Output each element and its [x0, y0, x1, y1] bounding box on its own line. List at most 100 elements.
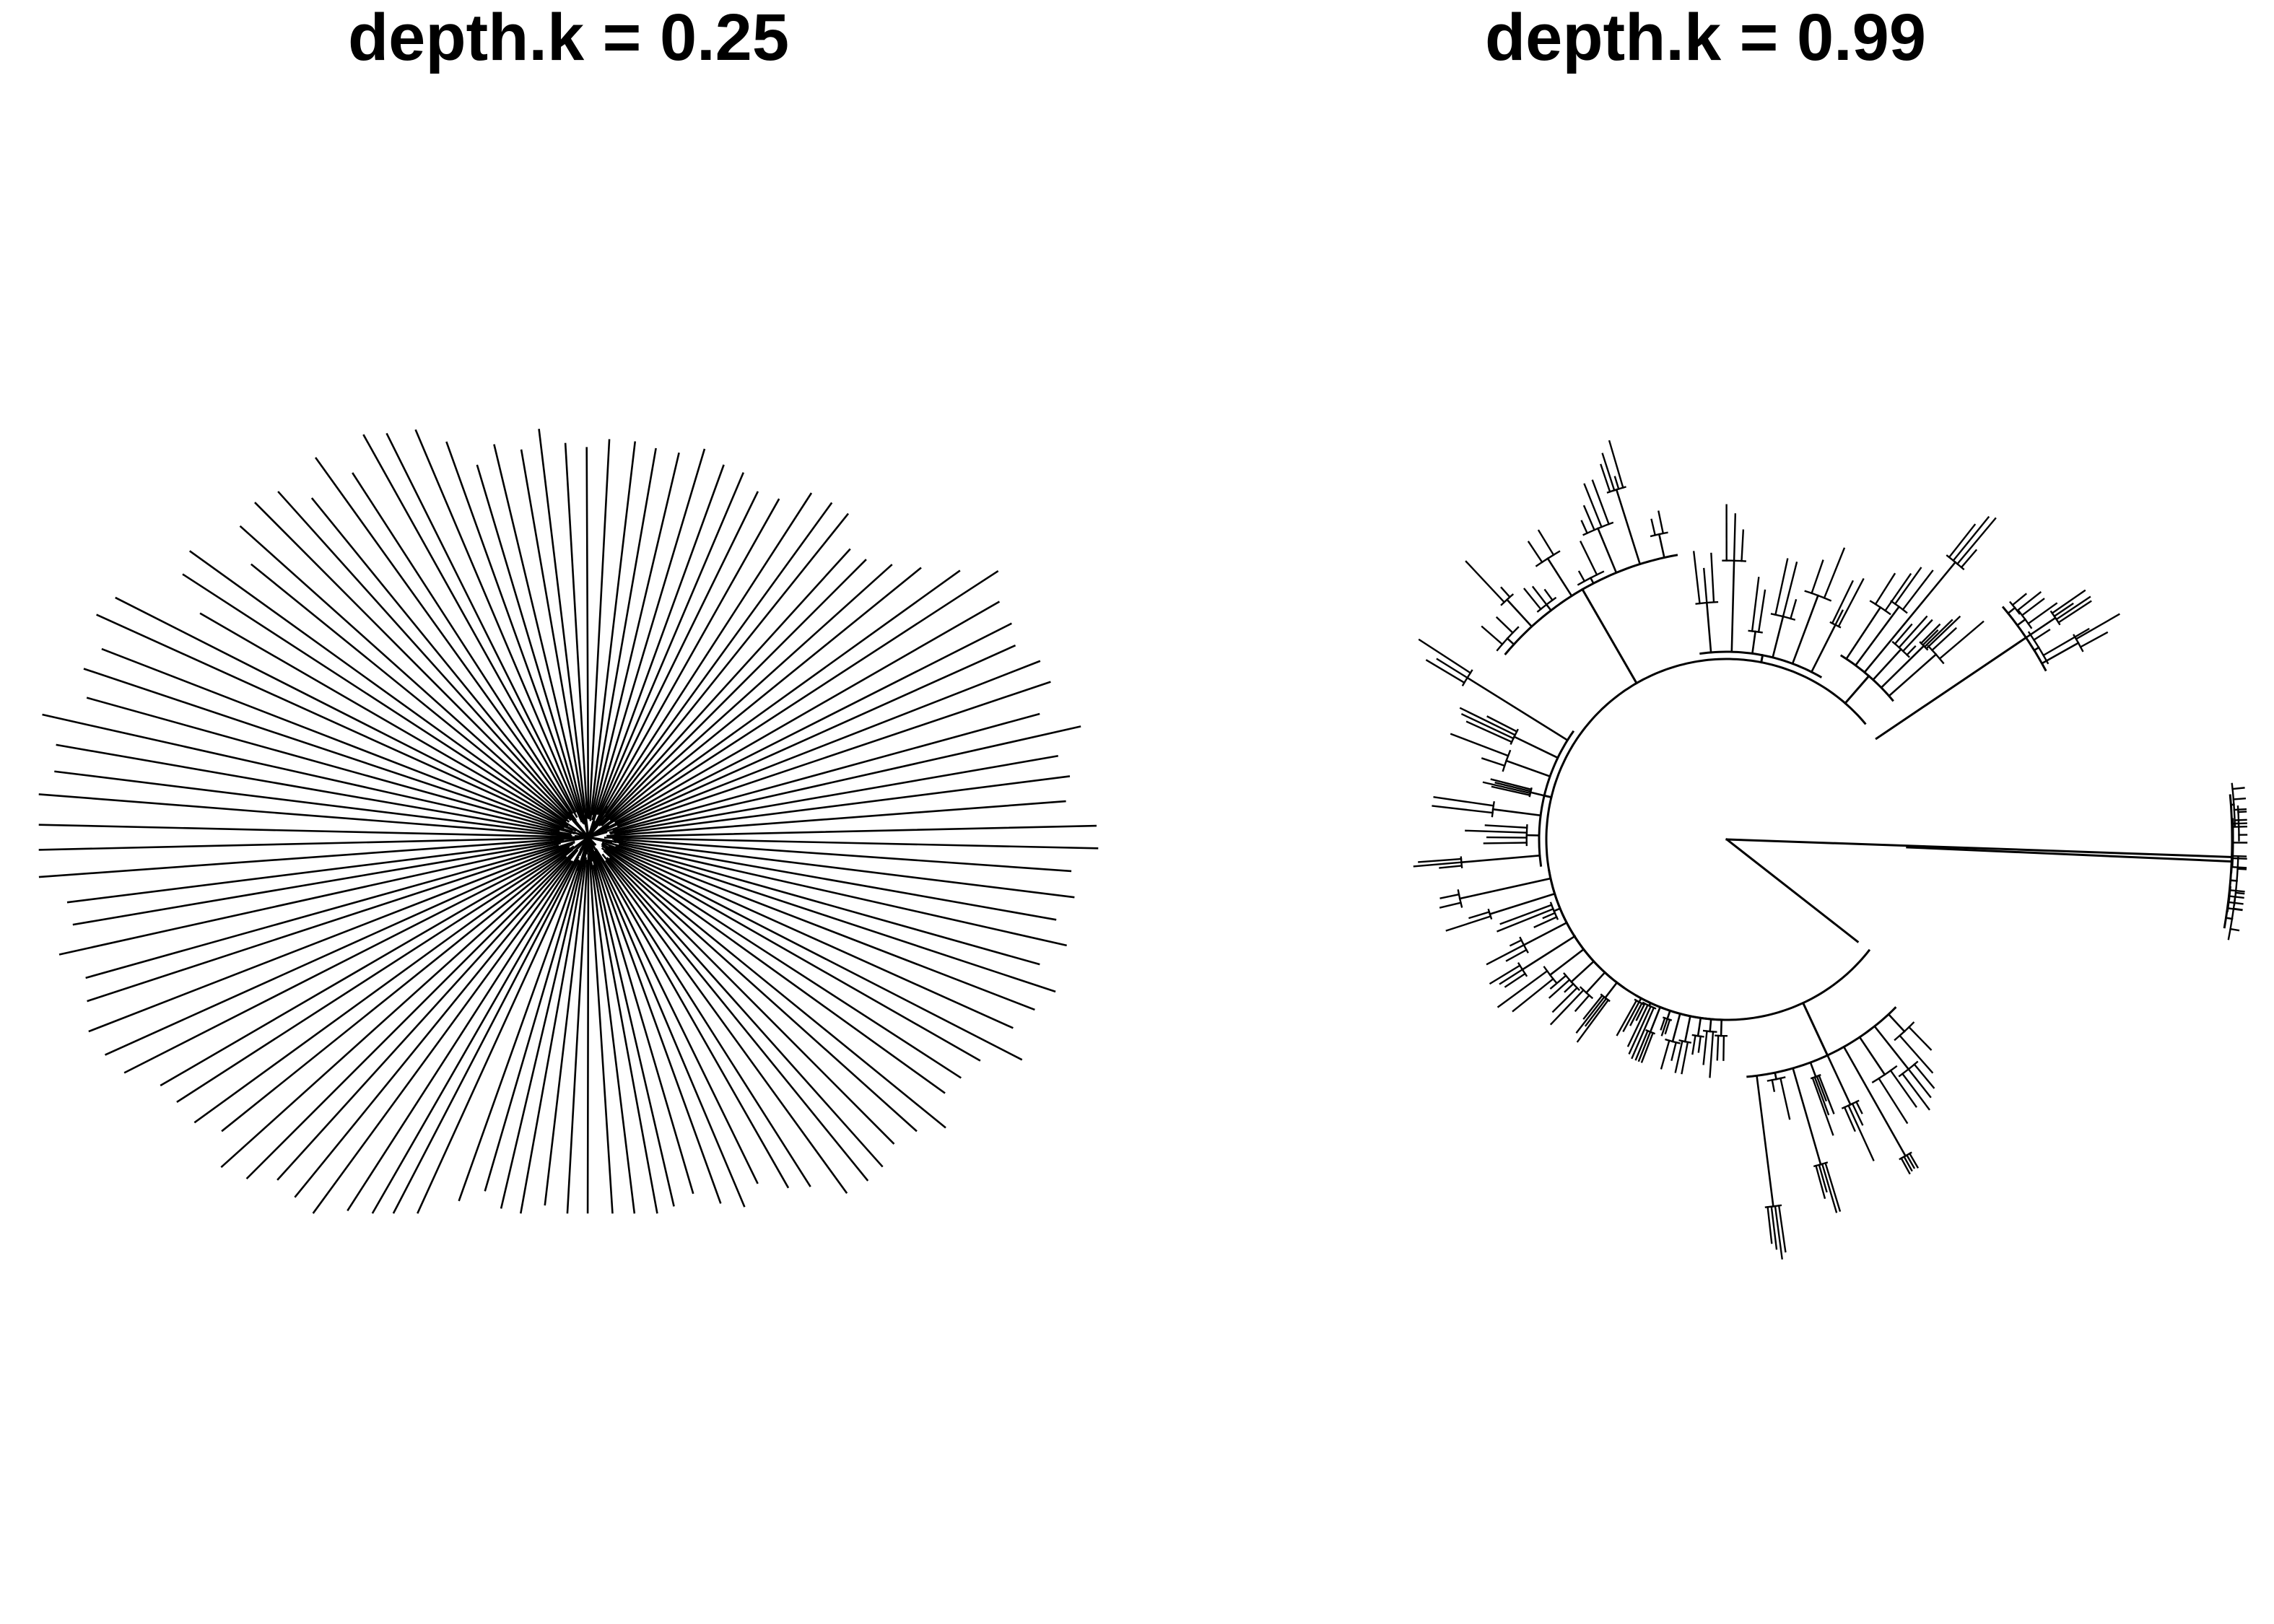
tip-branch [1637, 1031, 1652, 1062]
tip-branch [604, 512, 850, 818]
tip-branch [1789, 598, 1798, 620]
tip-branch [1445, 914, 1492, 932]
tip-branch [612, 838, 1072, 873]
circular-tree-diagram [1413, 440, 2248, 1260]
tip-branch [1889, 1069, 1917, 1108]
sub-arc [2009, 601, 2021, 615]
tip-branch [1499, 904, 1553, 925]
tip-branch [604, 837, 1099, 850]
internal-branch [1506, 637, 1515, 646]
internal-branch [1665, 1009, 1672, 1021]
internal-branch [1759, 654, 1764, 664]
tip-branch [1697, 1035, 1702, 1053]
tip-branch [606, 857, 884, 1168]
tip-branch [1816, 1075, 1828, 1102]
tip-branch [484, 850, 586, 1192]
internal-branch [1603, 981, 1619, 1000]
sub-arc [1579, 986, 1594, 1000]
internal-branch [1521, 935, 1576, 972]
tip-branch [1495, 616, 1515, 634]
circular-tree-branches [1413, 440, 2248, 1260]
internal-branch [1887, 1013, 1906, 1033]
tip-branch [2232, 798, 2247, 800]
tip-branch [2234, 818, 2247, 821]
sub-arc [1748, 629, 1763, 634]
sub-arc [2073, 634, 2084, 652]
tip-branch [594, 850, 759, 1184]
tip-branch [445, 441, 585, 824]
tip-branch [1774, 558, 1789, 616]
tip-branch [1523, 588, 1542, 611]
tip-branch [1591, 479, 1611, 525]
tip-branch [588, 439, 611, 820]
tip-branch [1483, 842, 1528, 844]
tip-branch [1575, 995, 1606, 1034]
tip-branch [609, 754, 1059, 835]
tip-branch [88, 842, 575, 1033]
tip-branch [1823, 547, 1846, 599]
tip-branch [254, 502, 572, 821]
tip-branch [362, 434, 578, 818]
tip-branch [606, 622, 1012, 829]
sub-arc [1871, 1065, 1898, 1083]
hub-branch [581, 811, 590, 839]
tip-branch [1818, 1074, 1835, 1114]
internal-branch [1580, 588, 1639, 685]
tip-branch [1898, 615, 1928, 649]
tip-branch [1583, 483, 1603, 528]
tip-branch [1883, 572, 1912, 612]
tip-branch [1952, 515, 1990, 562]
internal-branch [1491, 808, 1542, 817]
tip-branch [618, 843, 1067, 947]
root-branch [1725, 837, 1860, 943]
tip-branch [2026, 602, 2058, 625]
tip-branch [1670, 1041, 1678, 1061]
tip-branch [595, 848, 811, 1187]
tip-branch [1874, 572, 1896, 606]
tip-branch [593, 850, 746, 1208]
tip-branch [604, 848, 946, 1094]
clade-arc [1548, 869, 1625, 989]
tip-branch [1482, 781, 1532, 795]
internal-branch [1875, 636, 2028, 741]
tip-branch [1509, 938, 1523, 947]
tip-branch [596, 464, 725, 815]
tip-branch [1938, 620, 1985, 660]
tip-branch [1660, 1039, 1670, 1070]
hub-branch [562, 828, 590, 839]
tip-branch [1925, 615, 1961, 650]
internal-branch [1826, 1054, 1852, 1106]
tip-branch [605, 841, 1040, 966]
tip-branch [245, 846, 579, 1180]
tip-branch [1722, 1034, 1725, 1061]
tip-branch [314, 457, 578, 821]
tip-branch [1628, 1005, 1652, 1055]
tip-branch [2229, 895, 2244, 899]
tip-branch [1481, 757, 1506, 767]
sub-arc [1891, 640, 1910, 658]
tip-branch [604, 860, 848, 1195]
tip-branch [123, 845, 570, 1074]
tip-branch [312, 860, 572, 1214]
sub-arc [1678, 1039, 1692, 1044]
tip-branch [1930, 627, 1957, 652]
tip-branch [352, 472, 574, 815]
internal-branch [1871, 647, 1903, 681]
tip-branch [1901, 1073, 1930, 1111]
tip-branch [56, 743, 572, 836]
internal-branch [1720, 1018, 1723, 1037]
tip-branch [458, 860, 581, 1202]
tip-branch [1582, 994, 1604, 1020]
internal-branch [1880, 645, 1925, 689]
internal-branch [1863, 561, 1957, 674]
sub-arc [2027, 631, 2049, 665]
tip-branch [1908, 1152, 1920, 1169]
tip-branch [601, 844, 962, 1079]
tip-branch [2075, 613, 2120, 640]
tip-branch [1821, 1163, 1838, 1213]
tip-branch [1898, 1034, 1934, 1074]
sub-arc [1691, 1034, 1704, 1038]
tip-branch [1811, 1076, 1834, 1136]
tip-branch [1894, 567, 1922, 606]
tip-branch [1660, 1016, 1666, 1031]
